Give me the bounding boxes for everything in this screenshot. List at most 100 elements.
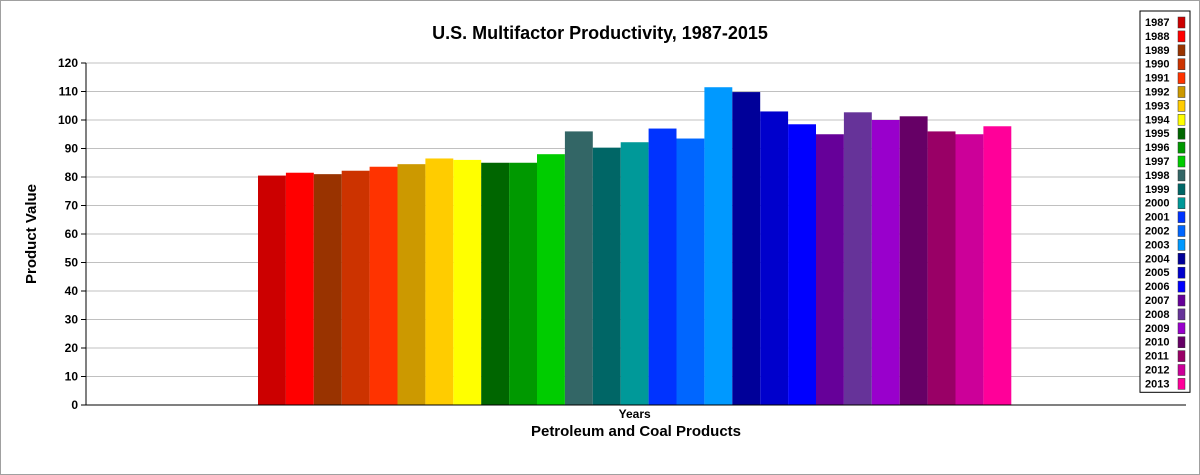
bar-1999 [592,147,621,405]
legend-swatch [1177,58,1186,70]
legend-swatch [1177,336,1186,348]
legend-swatch [1177,225,1186,237]
legend-swatch [1177,127,1186,140]
bar-1990 [341,170,370,405]
bar-2013 [983,126,1012,406]
legend-label: 2013 [1145,378,1169,390]
legend-swatch [1177,44,1186,57]
bar-2008 [843,112,872,406]
bar-2010 [899,116,928,406]
y-tick-label: 90 [65,142,79,156]
x-axis-categories: Years [619,407,651,421]
legend-swatch [1177,364,1186,376]
bar-2007 [816,134,844,405]
legend-label: 1991 [1145,73,1169,85]
legend-swatch [1177,100,1186,112]
legend-label: 1999 [1145,184,1169,196]
legend-swatch [1177,253,1186,265]
legend-label: 2006 [1145,281,1169,293]
legend-swatch [1177,16,1186,29]
bar-1991 [369,166,398,405]
legend-label: 2001 [1145,212,1169,224]
chart-title: U.S. Multifactor Productivity, 1987-2015 [432,23,768,43]
bar-1996 [509,162,537,405]
x-category-label: Years [619,407,651,421]
legend-label: 1987 [1145,17,1169,29]
y-tick-label: 50 [65,256,79,270]
y-tick-label: 110 [59,85,79,99]
legend-label: 2005 [1145,267,1169,279]
y-tick-label: 60 [65,227,79,241]
legend-swatch [1177,114,1186,126]
bar-1995 [481,162,510,405]
legend-label: 2004 [1145,253,1170,265]
y-tick-label: 120 [58,56,78,70]
y-tick-label: 10 [65,370,79,384]
bar-2001 [648,128,677,406]
y-tick-label: 80 [65,170,79,184]
legend-swatch [1177,169,1186,182]
legend-label: 2002 [1145,226,1169,238]
y-tick-label: 30 [65,313,79,327]
legend-label: 1988 [1145,31,1169,43]
x-axis-title: Petroleum and Coal Products [531,423,741,440]
bar-2006 [788,124,816,406]
y-tick-label: 100 [58,113,78,127]
legend-label: 1990 [1145,59,1169,71]
legend-label: 1993 [1145,100,1169,112]
legend-label: 2011 [1145,351,1169,363]
legend-swatch [1177,183,1186,196]
y-tick-label: 0 [71,398,78,412]
bar-1998 [564,131,593,405]
bar-2011 [927,131,956,405]
legend-label: 1989 [1145,45,1169,57]
legend-swatch [1177,266,1186,279]
legend-swatch [1177,30,1186,43]
bar-2000 [620,142,649,406]
legend-swatch [1177,211,1186,223]
bar-2012 [955,134,984,405]
y-axis-ticks: 0 10 20 30 40 50 60 70 80 90 100 110 120 [58,56,86,412]
axes [85,63,1186,406]
bar-1992 [397,164,426,405]
legend-label: 1995 [1145,128,1169,140]
legend-swatch [1177,322,1186,335]
legend-swatch [1177,378,1186,390]
legend-label: 2007 [1145,295,1169,307]
bar-1987 [258,175,286,405]
legend-label: 2012 [1145,365,1169,377]
legend-swatch [1177,280,1186,293]
legend-label: 2003 [1145,239,1169,251]
legend-swatch [1177,197,1186,209]
bar-1989 [313,174,342,405]
legend-label: 1996 [1145,142,1169,154]
bar-2003 [704,87,733,405]
legend-label: 1998 [1145,170,1169,182]
y-tick-label: 40 [65,284,79,298]
legend-label: 2009 [1145,323,1169,335]
legend-swatch [1177,86,1186,98]
legend-swatch [1177,141,1186,154]
legend-label: 1997 [1145,156,1169,168]
legend-label: 1992 [1145,87,1169,99]
legend-label: 2000 [1145,198,1169,210]
y-tick-label: 70 [65,199,79,213]
legend-swatch [1177,294,1186,307]
bar-2009 [871,120,900,405]
y-axis-title: Product Value [23,184,40,284]
bar-1997 [537,154,565,405]
legend-label: 1994 [1145,114,1170,126]
legend-label: 2010 [1145,337,1169,349]
bar-1993 [425,158,454,405]
legend-swatch [1177,308,1186,321]
bar-2005 [760,111,789,405]
bar-2002 [676,138,705,405]
y-tick-label: 20 [65,341,79,355]
legend-swatch [1177,155,1186,168]
bar-2004 [732,92,761,405]
bars [258,87,1012,406]
legend-swatch [1177,350,1186,362]
legend-swatch [1177,72,1186,84]
